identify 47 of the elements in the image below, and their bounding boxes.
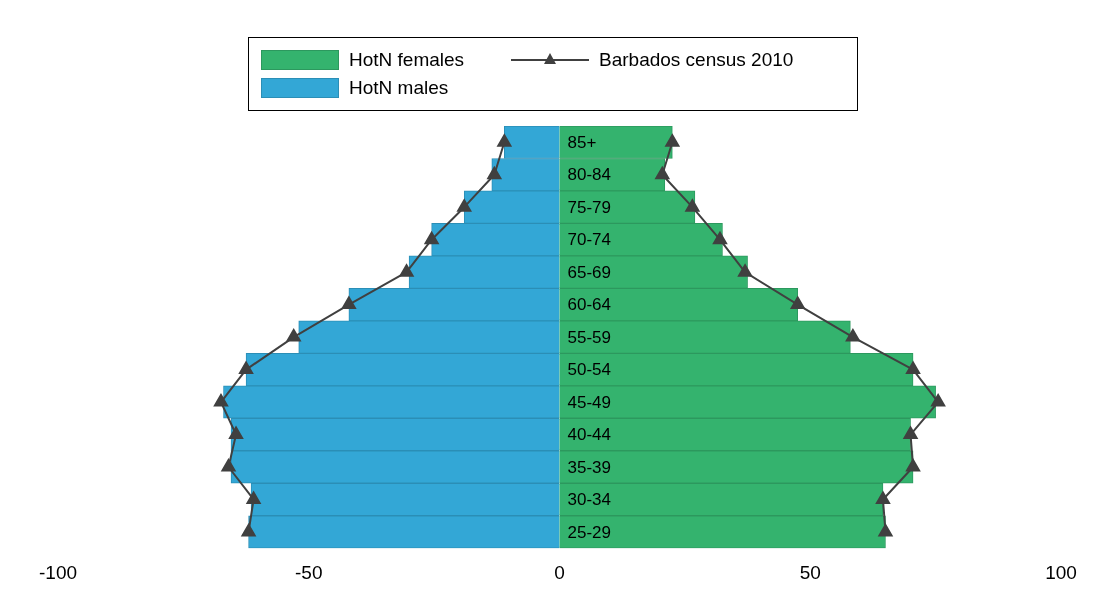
point bbox=[221, 459, 236, 472]
y-tick-label: 25-29 bbox=[567, 522, 611, 542]
point bbox=[457, 199, 472, 212]
y-tick-label: 85+ bbox=[567, 132, 597, 152]
y-tick-label: 75-79 bbox=[567, 197, 611, 217]
point bbox=[424, 231, 439, 245]
x-tick-label: 0 bbox=[554, 561, 565, 583]
point bbox=[341, 296, 356, 310]
point bbox=[790, 296, 805, 310]
point bbox=[845, 329, 860, 342]
legend-label: HotN females bbox=[349, 49, 465, 71]
point bbox=[737, 264, 753, 277]
point bbox=[712, 231, 728, 245]
y-tick-label: 35-39 bbox=[567, 457, 611, 477]
point bbox=[228, 426, 244, 440]
point bbox=[497, 134, 512, 147]
y-tick-label: 40-44 bbox=[567, 425, 611, 445]
point bbox=[875, 491, 891, 504]
point bbox=[906, 361, 921, 375]
point bbox=[246, 491, 261, 504]
y-tick-label: 30-34 bbox=[567, 490, 611, 510]
point bbox=[241, 523, 256, 537]
point bbox=[213, 394, 229, 407]
point bbox=[878, 523, 893, 537]
point bbox=[487, 166, 502, 180]
x-tick-label: 50 bbox=[799, 561, 821, 583]
legend-label: Barbados census 2010 bbox=[599, 49, 794, 71]
point bbox=[286, 329, 301, 342]
legend-label: HotN males bbox=[349, 77, 449, 99]
x-tick-label: -100 bbox=[38, 561, 78, 583]
point bbox=[399, 264, 414, 277]
y-tick-label: 55-59 bbox=[567, 327, 611, 347]
y-tick-label: 80-84 bbox=[567, 165, 611, 185]
y-tick-label: 45-49 bbox=[567, 392, 611, 412]
point bbox=[685, 199, 700, 212]
x-tick-label: -50 bbox=[295, 561, 323, 583]
point bbox=[903, 426, 918, 440]
point bbox=[931, 394, 946, 407]
point bbox=[906, 459, 921, 472]
point bbox=[655, 166, 670, 180]
point bbox=[239, 361, 254, 375]
y-tick-label: 50-54 bbox=[567, 360, 611, 380]
y-tick-label: 65-69 bbox=[567, 262, 611, 282]
y-tick-label: 60-64 bbox=[567, 295, 611, 315]
y-tick-label: 70-74 bbox=[567, 230, 611, 250]
x-tick-label: 100 bbox=[1045, 561, 1077, 583]
point bbox=[665, 134, 680, 147]
